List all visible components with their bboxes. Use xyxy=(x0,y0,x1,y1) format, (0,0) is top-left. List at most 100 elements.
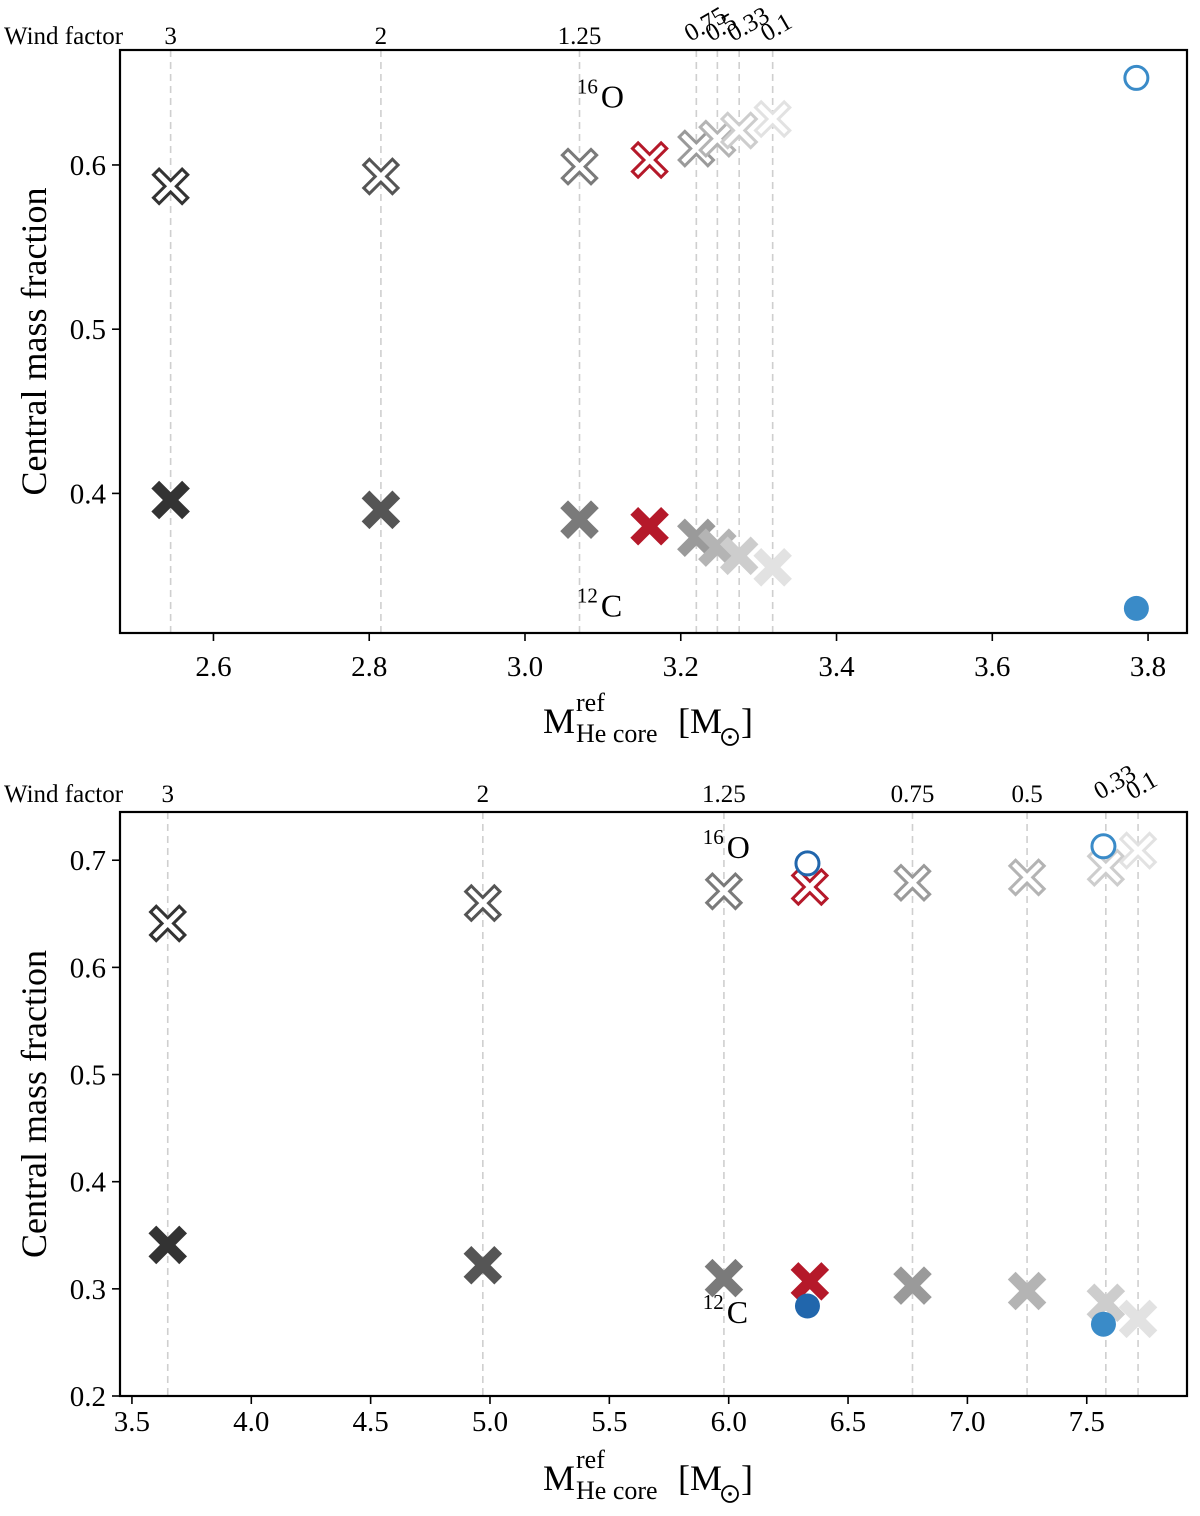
x-axis-label-sup: ref xyxy=(576,688,605,717)
c12-point xyxy=(704,1258,744,1298)
c12-point xyxy=(753,548,792,587)
c12-point xyxy=(630,506,669,546)
o16-point xyxy=(1123,64,1150,91)
isotope-mass-number: 12 xyxy=(577,584,598,608)
o16-point-inner xyxy=(564,151,595,182)
o16-point xyxy=(1007,858,1047,897)
y-tick-label: 0.4 xyxy=(70,478,107,510)
top-tick-label: 0.5 xyxy=(1011,781,1042,808)
top-axis-title: Wind factor xyxy=(4,781,124,808)
x-axis-label-unit: [M xyxy=(678,1458,722,1498)
y-axis-label: Central mass fraction xyxy=(14,950,54,1258)
y-tick-label: 0.3 xyxy=(70,1274,106,1306)
top-tick-label: 0.75 xyxy=(891,781,935,808)
o16-point-inner xyxy=(1090,852,1121,883)
o16-point-inner xyxy=(757,103,788,135)
x-tick-label: 2.8 xyxy=(351,651,387,683)
plot-frame xyxy=(118,810,1189,1398)
o16-point xyxy=(463,883,503,923)
x-tick-label: 6.0 xyxy=(711,1406,747,1438)
c12-point xyxy=(560,500,599,539)
isotope-annotation: 12 C xyxy=(577,584,622,624)
x-tick-label: 4.0 xyxy=(233,1406,269,1438)
c12-point xyxy=(1007,1271,1047,1311)
c12-point xyxy=(794,1293,820,1319)
o16-point xyxy=(794,850,821,877)
top-axis-title: Wind factor xyxy=(4,23,124,50)
isotope-mass-number: 16 xyxy=(703,825,724,849)
isotope-symbol: O xyxy=(601,78,624,114)
panel-1: Wind factor 3 2 1.25 0.750.50.330.12.6 2.8 3.0… xyxy=(4,2,1189,748)
o16-point xyxy=(151,167,190,206)
y-tick-label: 0.5 xyxy=(70,1060,106,1092)
o16-point xyxy=(790,867,830,907)
o16-point-inner xyxy=(467,888,498,919)
data-markers xyxy=(148,831,1158,1339)
o16-point xyxy=(704,872,744,911)
o16-point-inner xyxy=(897,867,928,898)
isotope-mass-number: 16 xyxy=(577,74,598,98)
c12-point xyxy=(719,536,759,576)
y-tick-label: 0.2 xyxy=(70,1381,106,1413)
c12-point xyxy=(790,1262,830,1301)
o16-point-inner xyxy=(365,161,396,192)
isotope-symbol: C xyxy=(727,1294,748,1330)
y-axis-label: Central mass fraction xyxy=(14,188,54,496)
x-tick-label: 4.5 xyxy=(353,1406,389,1438)
x-axis-label-sub: He core xyxy=(576,719,658,748)
o16-point-inner xyxy=(724,115,755,146)
x-tick-label: 3.4 xyxy=(818,651,855,683)
plot-frame xyxy=(118,48,1189,635)
x-axis-label-unit-close: ] xyxy=(741,1458,753,1498)
x-tick-label: 5.5 xyxy=(591,1406,627,1438)
o16-point xyxy=(677,129,716,168)
isotope-symbol: C xyxy=(601,588,622,624)
isotope-annotation: 12 C xyxy=(703,1290,748,1330)
isotope-annotation: 16 O xyxy=(577,74,624,114)
x-axis-label-sub: He core xyxy=(576,1476,658,1505)
data-markers xyxy=(151,64,1150,621)
top-tick-label: 3 xyxy=(161,781,174,808)
o16-point xyxy=(1118,831,1158,870)
x-axis-label-unit-close: ] xyxy=(741,701,753,741)
o16-point xyxy=(719,111,759,150)
top-tick-label: 1.25 xyxy=(558,23,602,50)
isotope-symbol: O xyxy=(727,829,750,865)
y-tick-label: 0.6 xyxy=(70,952,106,984)
x-tick-label: 2.6 xyxy=(195,651,231,683)
isotope-annotation: 16 O xyxy=(703,825,750,865)
o16-point-inner xyxy=(794,871,825,903)
top-tick-label: 2 xyxy=(477,781,490,808)
x-tick-label: 7.0 xyxy=(949,1406,985,1438)
o16-point-inner xyxy=(155,171,186,202)
o16-point-inner xyxy=(681,133,712,164)
o16-point xyxy=(1086,848,1126,887)
sun-symbol xyxy=(721,1485,739,1503)
o16-point-inner xyxy=(1012,862,1043,893)
x-tick-label: 3.2 xyxy=(663,651,699,683)
c12-point xyxy=(361,490,401,530)
isotope-mass-number: 12 xyxy=(703,1290,724,1314)
x-axis-label-main: M xyxy=(543,701,575,741)
o16-point xyxy=(1090,833,1117,860)
x-axis-label-main: M xyxy=(543,1458,575,1498)
x-tick-label: 3.0 xyxy=(507,651,543,683)
c12-point xyxy=(463,1245,503,1285)
sun-symbol-dot xyxy=(728,735,732,739)
y-tick-label: 0.5 xyxy=(70,314,106,346)
o16-point xyxy=(560,147,599,186)
top-tick-label: 3 xyxy=(164,23,177,50)
sun-symbol xyxy=(721,728,739,746)
o16-point-inner xyxy=(708,876,739,907)
c12-point xyxy=(1118,1299,1158,1339)
y-tick-label: 0.6 xyxy=(70,150,106,182)
o16-point xyxy=(361,157,401,196)
o16-point-inner xyxy=(152,908,183,939)
y-tick-label: 0.7 xyxy=(70,845,106,877)
o16-point-inner xyxy=(634,144,665,176)
x-tick-label: 6.5 xyxy=(830,1406,866,1438)
top-tick-label: 1.25 xyxy=(702,781,746,808)
